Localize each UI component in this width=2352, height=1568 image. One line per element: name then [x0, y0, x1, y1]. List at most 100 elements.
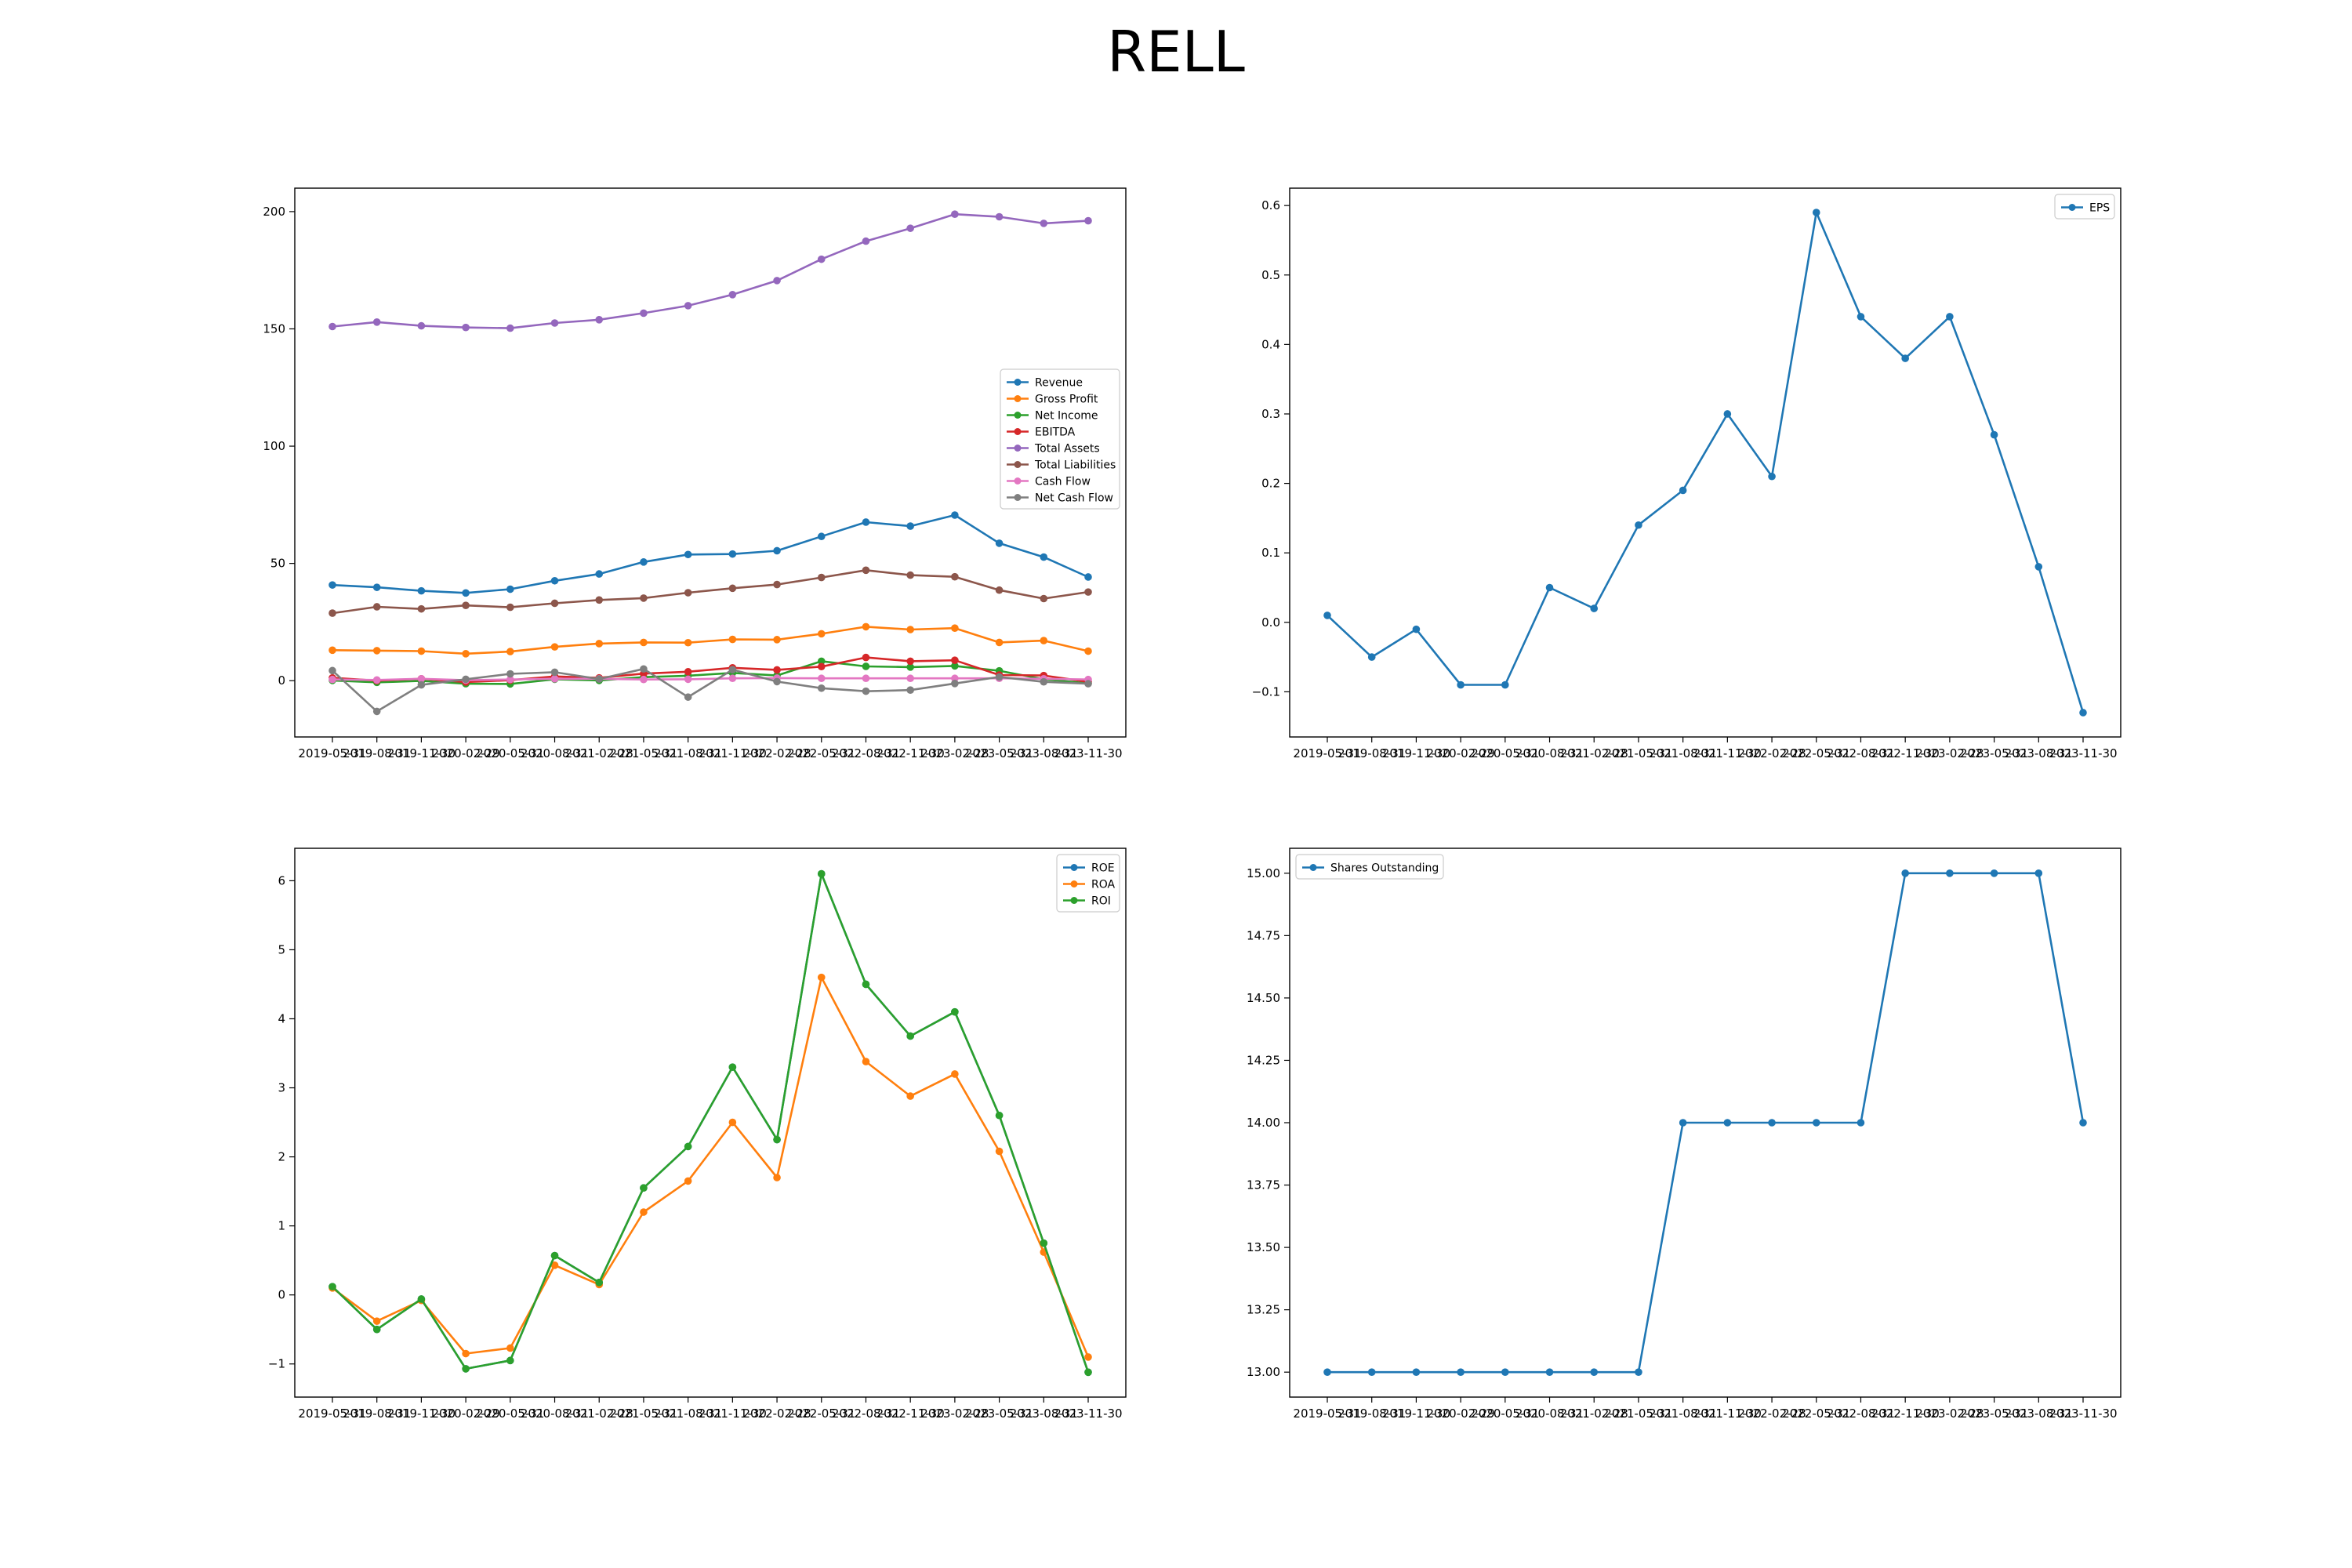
data-point [1990, 430, 1998, 439]
data-point [773, 277, 781, 285]
x-tick-label: 2021-11-30 [1693, 1406, 1762, 1421]
data-point [328, 609, 336, 617]
data-point [906, 522, 914, 530]
x-tick-label: 2023-02-28 [920, 1406, 989, 1421]
x-tick-label: 2022-11-30 [1871, 746, 1940, 760]
data-point [506, 585, 514, 593]
x-tick-label: 2023-02-28 [920, 746, 989, 760]
data-point [684, 1142, 692, 1151]
x-tick-label: 2022-08-31 [832, 1406, 900, 1421]
legend-label: Shares Outstanding [1330, 862, 1439, 875]
x-tick-label: 2021-02-28 [565, 1406, 633, 1421]
data-point [640, 675, 648, 684]
x-tick-label: 2019-11-30 [1382, 1406, 1450, 1421]
y-tick-label: 3 [278, 1081, 285, 1095]
data-point [1040, 220, 1048, 227]
data-point [862, 566, 870, 575]
data-point [951, 511, 959, 519]
data-point [817, 657, 826, 666]
y-tick-label: 100 [263, 439, 285, 453]
data-point [1040, 553, 1048, 561]
legend-marker [1070, 880, 1078, 887]
data-point [951, 624, 959, 632]
data-point [995, 1111, 1004, 1120]
data-point [550, 319, 559, 327]
y-tick-label: 14.00 [1247, 1116, 1280, 1130]
data-point [773, 580, 781, 589]
x-tick-label: 2021-05-31 [1604, 1406, 1672, 1421]
chart-panel-2: −0.10.00.10.20.30.40.50.62019-05-312019-… [1252, 187, 2122, 760]
x-tick-label: 2021-08-31 [654, 746, 722, 760]
data-point [328, 322, 336, 331]
x-tick-label: 2021-11-30 [699, 746, 767, 760]
data-point [372, 676, 381, 684]
page-title: RELL [1107, 19, 1245, 85]
x-tick-label: 2022-11-30 [1871, 1406, 1940, 1421]
data-point [951, 210, 959, 219]
x-tick-label: 2019-05-31 [298, 746, 366, 760]
data-point [506, 675, 514, 684]
legend-marker [1014, 412, 1022, 419]
x-tick-label: 2020-02-29 [432, 1406, 500, 1421]
x-tick-label: 2022-02-28 [742, 1406, 811, 1421]
y-tick-label: 13.50 [1247, 1240, 1280, 1254]
data-point [550, 599, 559, 608]
data-point [1545, 1368, 1554, 1376]
data-point [417, 604, 426, 613]
data-point [506, 324, 514, 332]
data-point [728, 635, 737, 644]
legend-label: Cash Flow [1035, 476, 1091, 488]
legend-label: ROA [1091, 879, 1116, 891]
data-point [862, 518, 870, 526]
series-line-gross-profit [332, 626, 1089, 655]
y-tick-label: −0.1 [1252, 684, 1280, 699]
x-tick-label: 2019-11-30 [387, 746, 456, 760]
data-point [506, 603, 514, 612]
x-tick-label: 2022-05-31 [1782, 746, 1850, 760]
data-point [1412, 625, 1421, 633]
legend-marker [1014, 379, 1022, 386]
data-point [550, 643, 559, 651]
x-tick-label: 2022-05-31 [1782, 1406, 1850, 1421]
data-point [906, 224, 914, 232]
x-tick-label: 2023-05-31 [965, 1406, 1033, 1421]
chart-panel-4: 13.00 13.25 13.50 13.75 14.00 14.25 14.50 14.75… [1247, 848, 2122, 1421]
y-tick-label: 200 [263, 205, 285, 219]
series-line-eps [1327, 211, 2085, 713]
data-point [417, 681, 426, 689]
data-point [417, 675, 426, 683]
data-point [951, 662, 959, 670]
x-tick-label: 2023-11-30 [2049, 1406, 2117, 1421]
x-tick-label: 2022-08-31 [832, 746, 900, 760]
data-point [640, 1184, 648, 1192]
data-point [906, 571, 914, 579]
y-tick-label: 50 [270, 557, 285, 571]
legend-label: EPS [2089, 202, 2110, 215]
data-point [906, 686, 914, 694]
data-point [550, 675, 559, 683]
data-point [906, 626, 914, 633]
data-point [640, 1208, 648, 1216]
y-tick-label: 0.2 [1261, 477, 1280, 491]
y-tick-label: 13.75 [1247, 1178, 1280, 1192]
legend-box [2054, 194, 2115, 220]
y-tick-label: 6 [278, 873, 285, 887]
data-point [640, 309, 648, 318]
data-point [1812, 1119, 1820, 1127]
y-tick-label: 150 [263, 321, 285, 336]
y-tick-label: 13.25 [1247, 1303, 1280, 1317]
legend-marker [2068, 204, 2076, 211]
data-point [1323, 612, 1331, 619]
x-tick-label: 2021-05-31 [609, 746, 677, 760]
data-point [595, 675, 604, 683]
data-point [773, 677, 781, 686]
data-point [462, 675, 470, 684]
data-point [1723, 1119, 1732, 1127]
data-point [906, 1092, 914, 1100]
legend-label: Gross Profit [1035, 394, 1098, 406]
data-point [1367, 653, 1376, 661]
y-tick-label: 0.3 [1261, 407, 1280, 421]
x-tick-label: 2021-02-28 [1560, 1406, 1628, 1421]
data-point [506, 670, 514, 678]
y-tick-label: 0.5 [1261, 268, 1280, 282]
